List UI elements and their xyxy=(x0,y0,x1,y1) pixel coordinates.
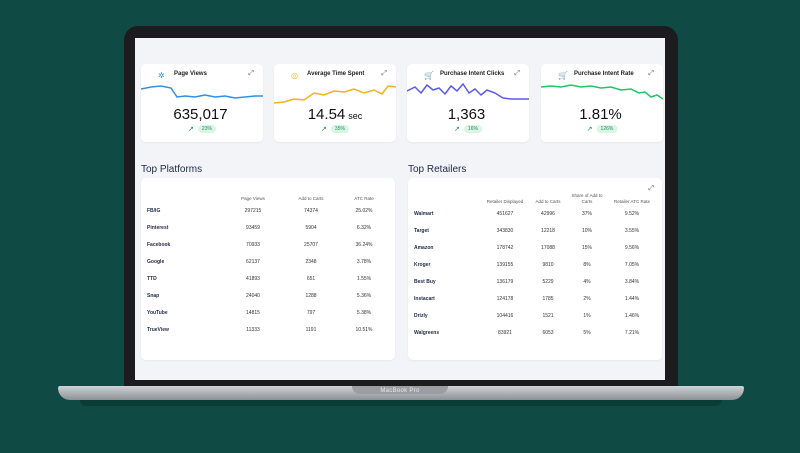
kpi-card-purchase-clicks: 🛒 Purchase Intent Clicks ⤢ 1,363 ↗ 16% xyxy=(407,64,529,142)
column-header[interactable]: Add to Carts xyxy=(535,199,561,204)
platforms-panel: Page Views Add to Carts ATC Rate FB/IG 29… xyxy=(141,178,395,360)
laptop-brand-label: MacBook Pro xyxy=(380,388,420,394)
cart-icon: 🛒 xyxy=(424,71,434,80)
sparkline-purchase-rate xyxy=(541,84,663,100)
platforms-table: Page Views Add to Carts ATC Rate FB/IG 29… xyxy=(147,190,389,338)
table-row[interactable]: Walmart 451627 42996 37% 9.52% xyxy=(414,210,640,217)
kpi-value: 1.81% xyxy=(579,106,622,123)
change-badge: 126% xyxy=(596,125,618,133)
table-row[interactable]: Kroger 139155 9810 8% 7.05% xyxy=(414,261,640,268)
change-badge: 16% xyxy=(463,125,482,133)
table-row[interactable]: Facebook 70933 25707 36.24% xyxy=(147,241,373,248)
change-badge: 23% xyxy=(197,125,216,133)
table-header-row: Retailer Displayed Add to Carts Share of… xyxy=(414,193,656,205)
kpi-title: Page Views xyxy=(174,71,207,77)
change-badge: 35% xyxy=(330,125,349,133)
trend-up-icon: ↗ xyxy=(586,126,593,133)
laptop-notch xyxy=(352,386,448,394)
retailers-table: Retailer Displayed Add to Carts Share of… xyxy=(414,193,656,341)
trend-up-icon: ↗ xyxy=(188,126,194,133)
kpi-trend: ↗ 16% xyxy=(454,125,482,133)
table-row[interactable]: Target 343830 12218 10% 3.55% xyxy=(414,227,640,234)
table-row[interactable]: FB/IG 297215 74374 25.02% xyxy=(147,207,373,214)
trend-up-icon: ↗ xyxy=(454,126,460,133)
kpi-title: Average Time Spent xyxy=(307,71,365,77)
kpi-trend: ↗ 126% xyxy=(587,125,618,133)
sparkline-purchase-clicks xyxy=(407,82,529,100)
kpi-title: Purchase Intent Clicks xyxy=(440,71,505,77)
kpi-card-purchase-rate: 🛒 Purchase Intent Rate ⤢ 1.81% ↗ 126% xyxy=(541,64,663,142)
table-row[interactable]: Walgreens 83921 6053 5% 7.21% xyxy=(414,329,640,336)
table-row[interactable]: Drizly 104416 1521 1% 1.46% xyxy=(414,312,640,319)
expand-icon[interactable]: ⤢ xyxy=(248,70,254,77)
kpi-card-average-time: ◎ Average Time Spent ⤢ 14.54 sec ↗ 35% xyxy=(274,64,396,142)
table-row[interactable]: Snap 24040 1288 5.36% xyxy=(147,292,372,299)
column-header[interactable]: Add to Carts xyxy=(298,196,324,201)
kpi-value: 14.54 sec xyxy=(307,106,363,123)
table-row[interactable]: Instacart 124178 1785 2% 1.44% xyxy=(414,295,640,302)
column-header[interactable]: ATC Rate xyxy=(354,196,374,201)
kpi-trend: ↗ 23% xyxy=(188,125,216,133)
table-row[interactable]: Pinterest 93459 5904 6.32% xyxy=(147,224,372,231)
dashboard-screen: ✲ Page Views ⤢ 635,017 ↗ 23% ◎ Average T… xyxy=(135,38,665,380)
gear-icon: ✲ xyxy=(158,71,165,80)
kpi-trend: ↗ 35% xyxy=(321,125,349,133)
table-header-row: Page Views Add to Carts ATC Rate xyxy=(147,190,389,202)
expand-icon[interactable]: ⤢ xyxy=(514,70,520,77)
table-row[interactable]: Amazon 178742 17088 15% 9.56% xyxy=(414,244,640,251)
column-header[interactable]: Share of Add to Carts xyxy=(571,193,603,204)
section-title-platforms: Top Platforms xyxy=(141,164,203,175)
trend-up-icon: ↗ xyxy=(321,126,327,133)
laptop-shadow xyxy=(80,400,722,406)
cart-icon: 🛒 xyxy=(558,71,568,80)
table-row[interactable]: Best Buy 136179 5229 4% 3.84% xyxy=(414,278,640,285)
expand-icon[interactable]: ⤢ xyxy=(648,70,654,77)
column-header[interactable]: Retailer ATC Rate xyxy=(614,199,650,204)
kpi-value: 635,017 xyxy=(173,106,228,123)
table-row[interactable]: TrueView 11333 1191 10.51% xyxy=(147,326,373,333)
kpi-value: 1,363 xyxy=(447,106,486,123)
table-row[interactable]: TTD 41893 651 1.55% xyxy=(147,275,372,282)
sparkline-average-time xyxy=(274,85,396,104)
expand-icon[interactable]: ⤢ xyxy=(648,185,654,192)
expand-icon[interactable]: ⤢ xyxy=(381,70,387,77)
section-title-retailers: Top Retailers xyxy=(408,164,467,175)
kpi-card-page-views: ✲ Page Views ⤢ 635,017 ↗ 23% xyxy=(141,64,263,142)
column-header[interactable]: Page Views xyxy=(241,196,265,201)
column-header[interactable]: Retailer Displayed xyxy=(486,199,524,204)
bulb-icon: ◎ xyxy=(291,71,298,80)
kpi-title: Purchase Intent Rate xyxy=(574,71,634,77)
sparkline-page-views xyxy=(141,85,263,99)
retailers-panel: ⤢ Retailer Displayed Add to Carts Share … xyxy=(408,178,662,360)
table-row[interactable]: Google 62137 2348 3.78% xyxy=(147,258,372,265)
table-row[interactable]: YouTube 14815 797 5.38% xyxy=(147,309,372,316)
